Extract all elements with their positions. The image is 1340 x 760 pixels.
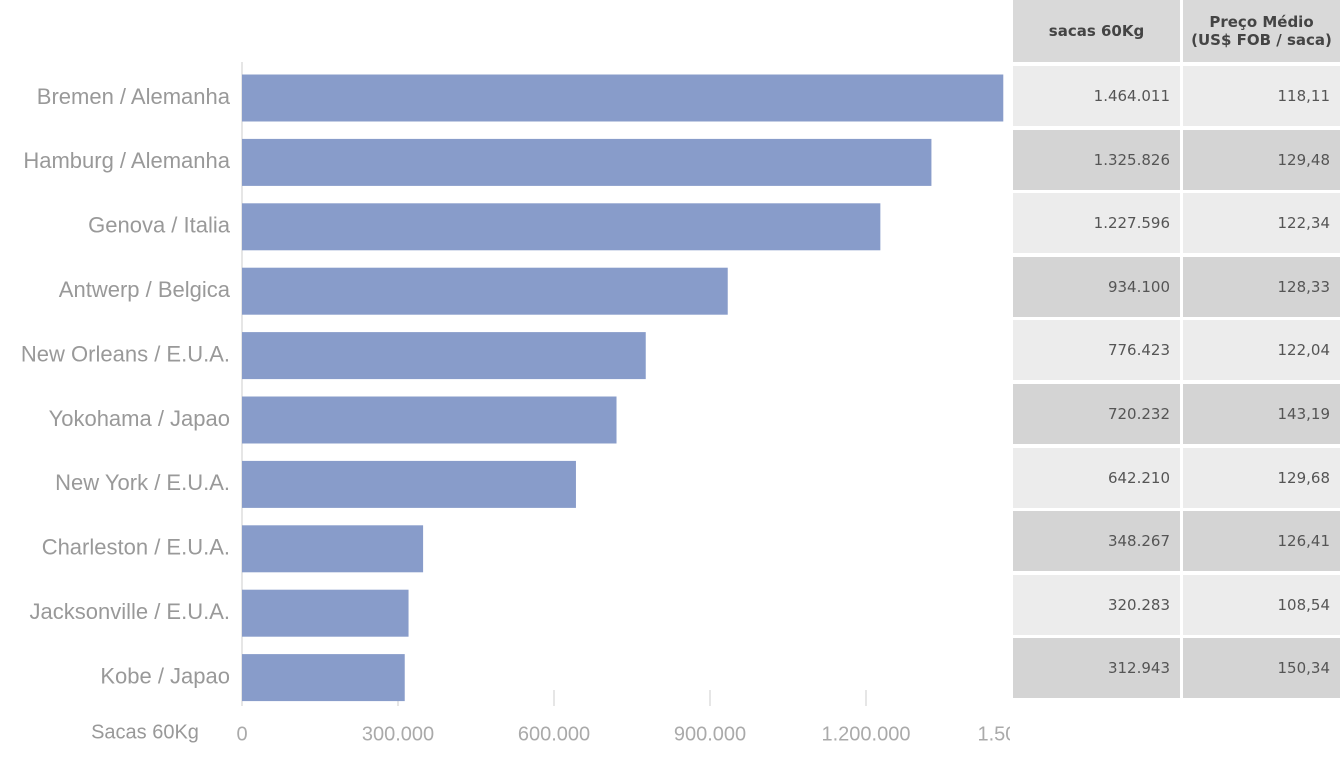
- table-cell: 642.210: [1013, 447, 1180, 508]
- category-label: Bremen / Alemanha: [37, 84, 231, 109]
- table-cell: 129,48: [1183, 129, 1340, 190]
- bar: [242, 396, 617, 444]
- chart: Sacas 60Kg 0 300.000 600.000 900.000 1.200.0…: [21, 62, 1010, 745]
- table-cell: 312.943: [1013, 638, 1180, 699]
- bar: [242, 138, 932, 186]
- x-tick-label: 1.200.000: [822, 723, 911, 745]
- table-header: sacas 60Kg: [1013, 0, 1180, 62]
- category-label: Kobe / Japao: [100, 663, 230, 688]
- table-cell: 1.227.596: [1013, 193, 1180, 254]
- x-tick-label: 900.000: [674, 723, 746, 745]
- x-tick-label: 300.000: [362, 723, 434, 745]
- category-label: Jacksonville / E.U.A.: [29, 599, 230, 624]
- x-tick-label: 0: [236, 723, 247, 745]
- table-header: Preço Médio (US$ FOB / saca): [1183, 0, 1340, 62]
- bar: [242, 654, 405, 702]
- table-cell: 108,54: [1183, 574, 1340, 635]
- table-cell: 129,68: [1183, 447, 1340, 508]
- category-label: New York / E.U.A.: [55, 470, 230, 495]
- category-label: Antwerp / Belgica: [59, 277, 231, 302]
- table-cell: 1.325.826: [1013, 129, 1180, 190]
- bar: [242, 460, 576, 508]
- table-cell: 118,11: [1183, 66, 1340, 126]
- table-cell: 320.283: [1013, 574, 1180, 635]
- bar: [242, 267, 728, 315]
- category-label: New Orleans / E.U.A.: [21, 341, 230, 366]
- category-label: Yokohama / Japao: [49, 406, 230, 431]
- bar: [242, 332, 646, 380]
- x-tick-label: 600.000: [518, 723, 590, 745]
- table-cell: 122,34: [1183, 193, 1340, 254]
- category-label: Charleston / E.U.A.: [42, 535, 230, 560]
- table-cell: 126,41: [1183, 511, 1340, 572]
- category-label: Hamburg / Alemanha: [23, 148, 230, 173]
- table-cell: 1.464.011: [1013, 66, 1180, 126]
- table-cell: 934.100: [1013, 256, 1180, 317]
- bar: [242, 203, 881, 251]
- bar: [242, 589, 409, 637]
- category-label: Genova / Italia: [88, 213, 231, 238]
- x-axis-label: Sacas 60Kg: [91, 721, 199, 743]
- table-cell: 143,19: [1183, 384, 1340, 444]
- bar: [242, 74, 1004, 122]
- table-cell: 348.267: [1013, 511, 1180, 572]
- x-tick-label: 1.500.000: [978, 723, 1010, 745]
- table-cell: 720.232: [1013, 384, 1180, 444]
- table-cell: 122,04: [1183, 320, 1340, 381]
- table-cell: 150,34: [1183, 638, 1340, 699]
- table-cell: 776.423: [1013, 320, 1180, 381]
- table-cell: 128,33: [1183, 256, 1340, 317]
- bar: [242, 525, 424, 573]
